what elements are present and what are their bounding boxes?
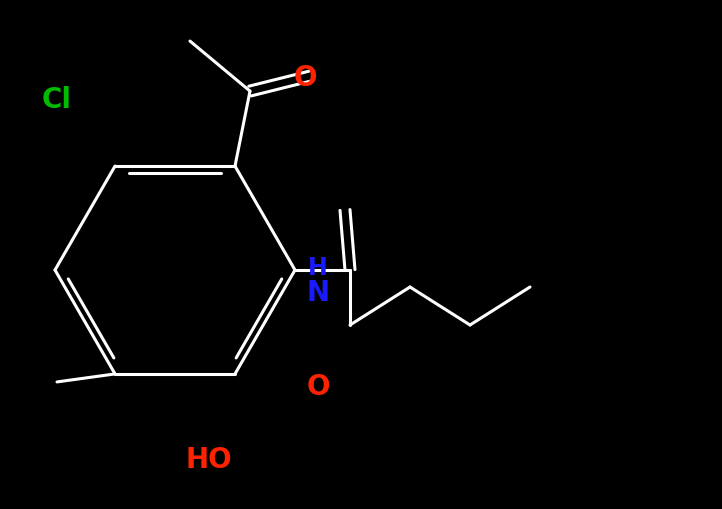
- Text: N: N: [306, 279, 329, 307]
- Text: Cl: Cl: [42, 86, 72, 114]
- Text: O: O: [306, 373, 330, 401]
- Text: HO: HO: [185, 446, 232, 474]
- Text: H: H: [308, 256, 328, 280]
- Text: O: O: [293, 64, 317, 92]
